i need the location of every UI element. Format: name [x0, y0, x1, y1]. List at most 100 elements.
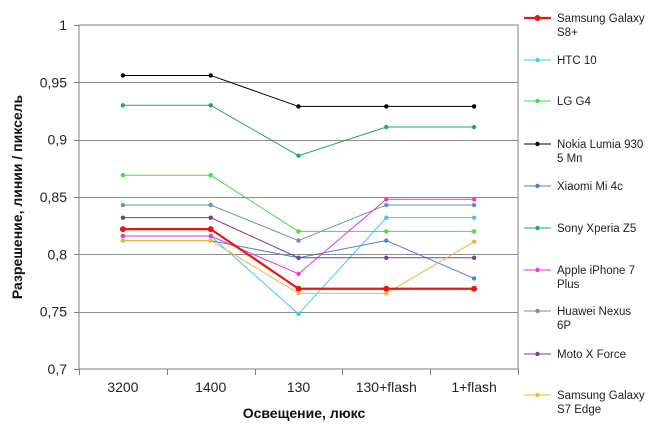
series-huawei-nexus-6p: [120, 202, 477, 243]
data-point: [208, 173, 213, 178]
legend-item: Samsung Galaxy S8+: [524, 13, 645, 39]
plot-area: [74, 24, 519, 375]
legend: Samsung Galaxy S8+ HTC 10 LG G4 Nokia Lumia …: [524, 13, 645, 416]
data-point: [207, 226, 214, 233]
legend-item: LG G4: [524, 96, 591, 108]
x-tick-label: 3200: [107, 379, 138, 395]
data-point: [120, 202, 126, 208]
data-point: [471, 197, 477, 202]
data-point: [120, 173, 126, 178]
data-point: [296, 104, 301, 109]
legend-swatch-marker: [535, 308, 540, 314]
data-point: [120, 103, 126, 108]
legend-label: HTC 10: [557, 55, 597, 67]
data-point: [296, 153, 301, 158]
y-tick-label: 0,9: [48, 132, 68, 148]
y-axis-title: Разрешение, линии / пиксель: [9, 94, 25, 299]
legend-label: Samsung Galaxy: [557, 390, 645, 402]
y-tick-label: 0,8: [48, 246, 68, 262]
legend-swatch-marker: [535, 225, 540, 231]
data-point: [296, 291, 301, 296]
legend-swatch-marker: [535, 183, 540, 189]
legend-item: Moto X Force: [524, 349, 626, 361]
data-point: [120, 238, 126, 243]
data-point: [208, 73, 213, 78]
data-point: [471, 104, 477, 109]
data-point: [296, 311, 301, 317]
data-point: [208, 238, 213, 243]
data-point: [384, 104, 389, 109]
data-point: [384, 238, 389, 243]
data-point: [296, 255, 301, 260]
legend-label: Sony Xperia Z5: [557, 223, 636, 235]
legend-label: Plus: [557, 279, 580, 291]
y-tick-label: 0,95: [40, 74, 67, 90]
data-point: [119, 226, 126, 233]
x-axis-ticks: 3200 1400 130 130+flash 1+flash: [107, 379, 497, 395]
legend-swatch-marker: [535, 351, 540, 357]
legend-label: Apple iPhone 7: [557, 265, 635, 277]
data-point: [384, 197, 389, 202]
data-point: [208, 215, 213, 220]
legend-label: Nokia Lumia 930: [557, 139, 643, 151]
data-point: [208, 233, 213, 239]
data-point: [384, 291, 389, 296]
x-tick-label: 1+flash: [451, 379, 497, 395]
series-apple-iphone-7-plus: [120, 197, 477, 277]
legend-item: Samsung Galaxy S7 Edge: [524, 390, 645, 416]
series-nokia-lumia-930-5-: [120, 73, 477, 109]
y-axis-ticks: 0,7 0,75 0,8 0,85 0,9 0,95 1: [40, 17, 67, 377]
data-point: [471, 276, 477, 281]
legend-swatch-marker: [535, 141, 540, 147]
data-point: [208, 202, 213, 208]
legend-label: LG G4: [557, 96, 591, 108]
data-point: [384, 229, 389, 234]
series-lg-g4: [120, 173, 477, 234]
data-point: [471, 239, 477, 244]
legend-label: Huawei Nexus: [557, 306, 631, 318]
x-tick-label: 1400: [195, 379, 226, 395]
legend-swatch-marker: [535, 392, 540, 398]
data-point: [120, 215, 126, 220]
data-point: [295, 285, 302, 292]
legend-label: Samsung Galaxy: [557, 13, 645, 25]
series-layer: [119, 73, 478, 317]
data-point: [384, 124, 389, 130]
legend-item: Xiaomi Mi 4c: [524, 181, 623, 193]
legend-label: Xiaomi Mi 4c: [557, 181, 623, 193]
legend-label: 5 Мп: [557, 153, 582, 165]
legend-swatch-marker: [534, 15, 541, 21]
y-tick-label: 0,85: [40, 189, 67, 205]
data-point: [384, 202, 389, 208]
data-point: [471, 124, 477, 130]
legend-swatch-marker: [535, 57, 540, 63]
data-point: [471, 255, 477, 260]
x-axis-title: Освещение, люкс: [243, 405, 366, 421]
data-point: [471, 215, 477, 220]
data-point: [384, 215, 389, 220]
data-point: [384, 255, 389, 260]
legend-swatch-marker: [535, 98, 540, 104]
x-tick-label: 130: [287, 379, 311, 395]
x-tick-label: 130+flash: [356, 379, 417, 395]
data-point: [383, 285, 390, 292]
data-point: [471, 202, 477, 208]
legend-item: Apple iPhone 7 Plus: [524, 265, 635, 291]
y-tick-label: 0,7: [48, 361, 68, 377]
legend-label: Moto X Force: [557, 349, 626, 361]
data-point: [296, 271, 301, 277]
legend-swatch-marker: [535, 267, 540, 273]
data-point: [296, 229, 301, 234]
legend-item: Nokia Lumia 930 5 Мп: [524, 139, 643, 165]
data-point: [296, 238, 301, 243]
legend-label: 6P: [557, 320, 571, 332]
legend-item: HTC 10: [524, 55, 597, 67]
legend-label: S8+: [557, 27, 578, 39]
series-samsung-galaxy-s8-: [119, 226, 478, 292]
y-tick-label: 0,75: [40, 304, 67, 320]
series-samsung-galaxy-s7-edge: [120, 238, 477, 296]
data-point: [471, 285, 478, 292]
series-sony-xperia-z5: [120, 103, 477, 158]
legend-item: Huawei Nexus 6P: [524, 306, 631, 332]
